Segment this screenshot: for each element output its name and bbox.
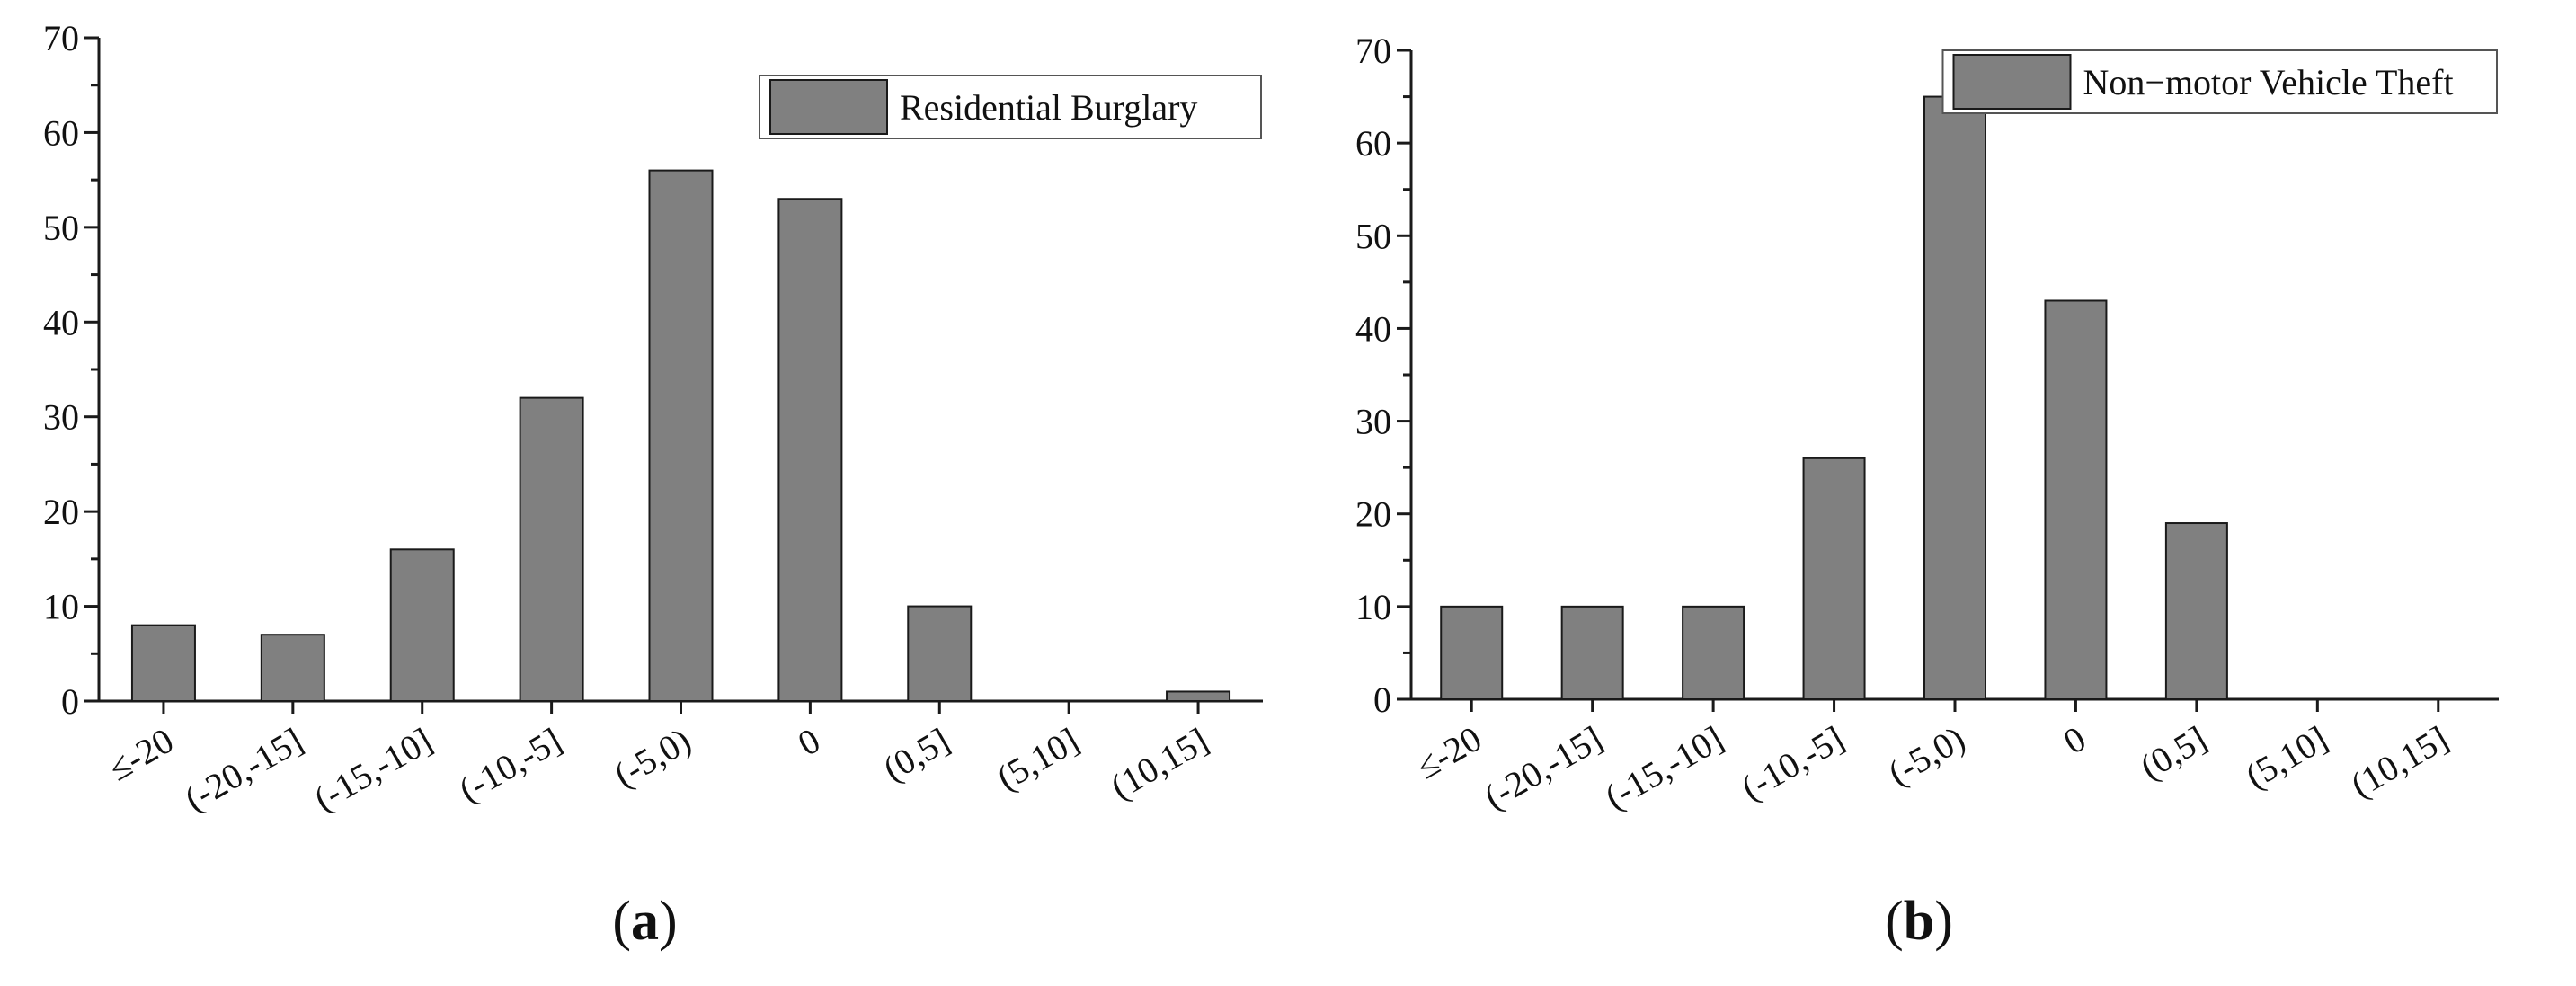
y-tick-label: 20	[1355, 494, 1391, 535]
y-tick-label: 70	[43, 18, 79, 58]
bar	[1682, 605, 1745, 700]
x-tick-label: (-10,-5]	[1735, 718, 1851, 809]
x-tick-label: (-15,-10]	[307, 720, 440, 820]
bar	[2164, 522, 2228, 700]
legend-swatch	[1952, 54, 2072, 110]
bar	[648, 169, 714, 703]
x-tick-label: ≤-20	[1409, 718, 1488, 787]
x-tick-label: (5,10]	[2239, 718, 2334, 796]
panel-label: (a)	[612, 891, 677, 952]
legend-swatch	[769, 79, 888, 135]
panel-paren: (	[1885, 891, 1904, 952]
bar	[1560, 605, 1624, 700]
y-tick-label: 30	[43, 397, 79, 438]
bar	[1440, 605, 1504, 700]
bar	[519, 396, 584, 702]
y-tick-label: 20	[43, 492, 79, 532]
y-tick-label: 50	[43, 208, 79, 248]
x-tick-label: (0,5]	[876, 720, 956, 789]
panel-letter: a	[631, 891, 659, 952]
x-tick-label: (-20,-15]	[1478, 718, 1610, 818]
y-tick-label: 40	[43, 302, 79, 342]
y-tick-label: 10	[43, 587, 79, 627]
x-tick-label: (10,15]	[1104, 720, 1215, 807]
x-tick-label: (-5,0)	[608, 720, 697, 795]
y-tick-label: 70	[1355, 31, 1391, 71]
panel-paren: )	[1934, 891, 1953, 952]
bar	[389, 548, 455, 702]
bar	[1802, 457, 1866, 700]
x-tick-label: (5,10]	[990, 720, 1085, 798]
legend-label: Residential Burglary	[900, 87, 1197, 128]
bar	[777, 198, 843, 702]
x-tick-label: ≤-20	[102, 720, 181, 789]
bar	[130, 624, 196, 703]
bar	[907, 605, 973, 702]
panel-letter: b	[1904, 891, 1934, 952]
y-tick-label: 60	[1355, 123, 1391, 164]
bar	[1923, 95, 1986, 701]
x-tick-label: (-10,-5]	[452, 720, 568, 811]
x-tick-label: (10,15]	[2344, 718, 2456, 805]
y-tick-label: 10	[1355, 587, 1391, 627]
x-tick-label: (-20,-15]	[178, 720, 310, 820]
x-tick-label: (0,5]	[2134, 718, 2214, 787]
chart-panel-b: 0 10 20 30 40 50 60 70 ≤-20(-20,-15](-15,-10] (-1…	[1355, 31, 2499, 952]
y-tick-label: 0	[61, 681, 79, 722]
x-tick-label: (-5,0)	[1881, 718, 1971, 794]
y-tick-label: 40	[1355, 308, 1391, 349]
y-tick-label: 0	[1373, 680, 1391, 720]
bar	[260, 634, 325, 703]
x-tick-label: (-15,-10]	[1598, 718, 1730, 818]
y-tick-label: 60	[43, 112, 79, 153]
x-tick-label: 0	[2056, 718, 2092, 762]
legend-label: Non−motor Vehicle Theft	[2083, 62, 2454, 102]
bar	[1166, 690, 1231, 703]
y-tick-label: 30	[1355, 402, 1391, 442]
bar	[2044, 299, 2108, 700]
panel-label: (b)	[1885, 891, 1953, 952]
panel-paren: )	[659, 891, 678, 952]
x-tick-label: 0	[791, 720, 827, 764]
y-tick-label: 50	[1355, 216, 1391, 256]
chart-panel-a: 0 10 20 30 40 50 60 70 ≤-20(-20,-15](-15,-10] (-1…	[43, 18, 1263, 952]
panel-paren: (	[612, 891, 631, 952]
